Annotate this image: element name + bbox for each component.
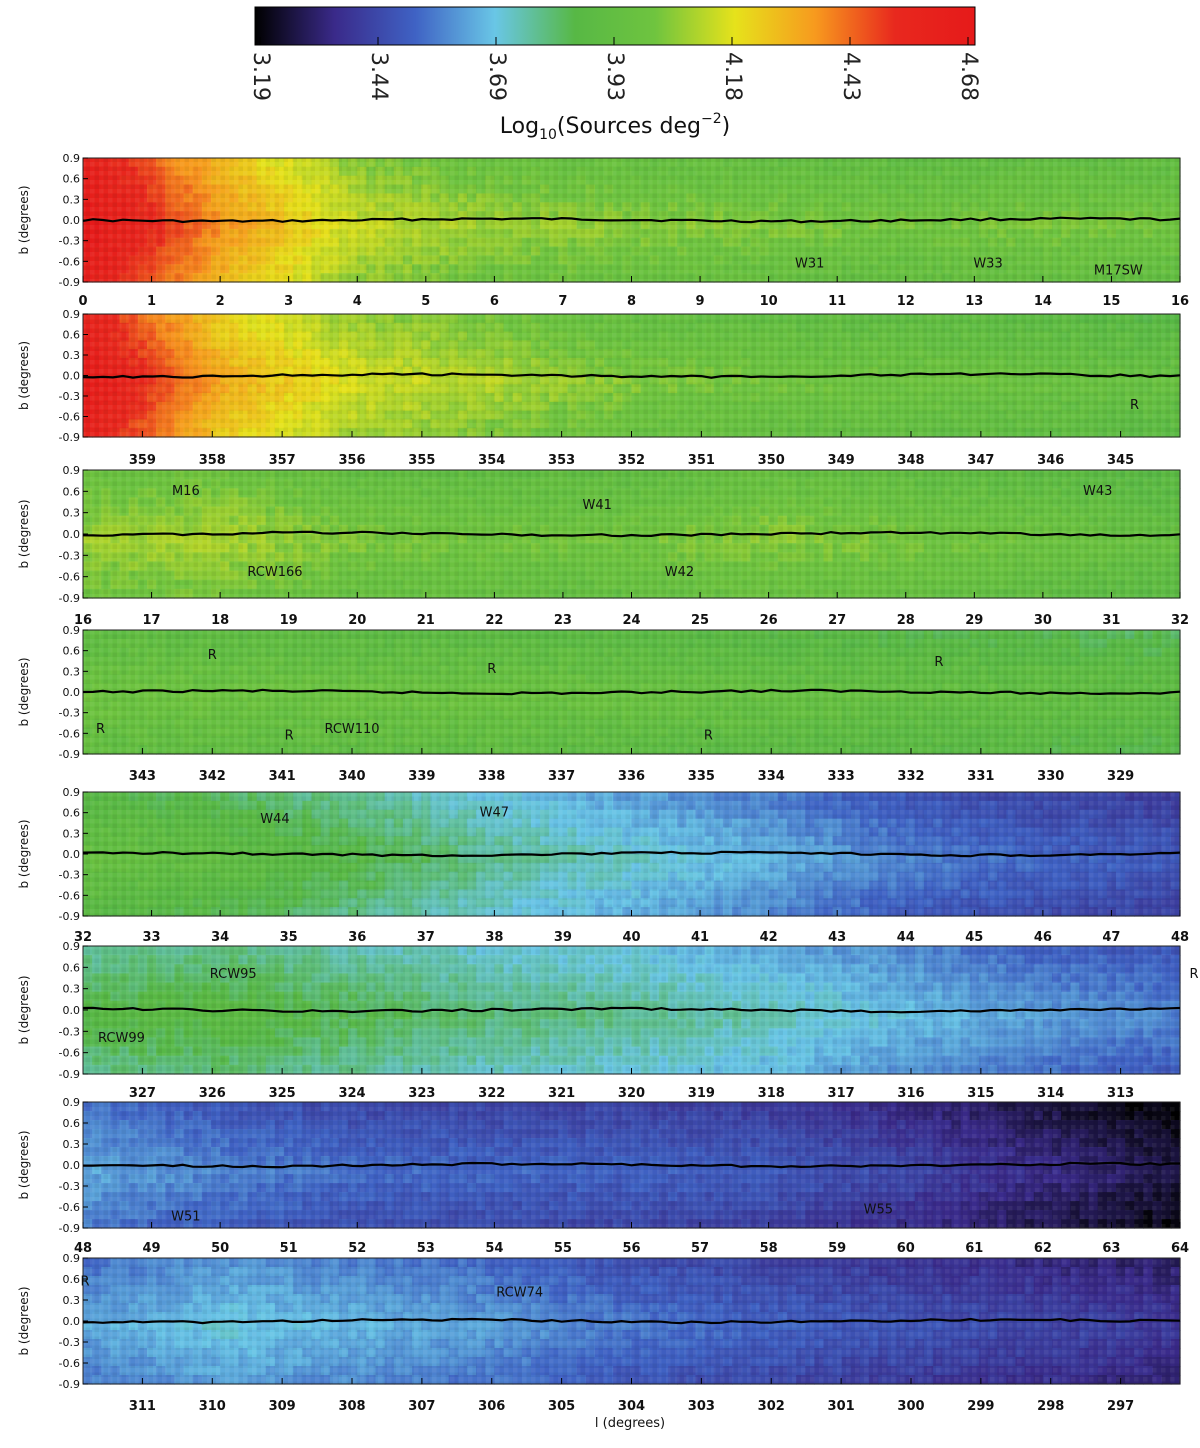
y-axis-label: b (degrees) <box>17 185 31 254</box>
region-label: W33 <box>973 257 1002 272</box>
colorbar-tick-label: 4.18 <box>720 52 745 101</box>
y-tick-label: -0.9 <box>59 431 80 444</box>
y-tick-label: -0.6 <box>59 255 80 268</box>
x-tick-label: 15 <box>1102 294 1120 309</box>
colorbar-tick-label: 4.68 <box>956 52 981 101</box>
x-tick-label: 9 <box>696 294 705 309</box>
x-tick-label: 355 <box>408 453 435 468</box>
colorbar: 3.19 3.44 3.69 3.93 4.18 4.43 4.68 Log10(Sourc… <box>248 6 981 143</box>
region-label: M17SW <box>1094 264 1143 279</box>
x-tick-label: 350 <box>758 453 785 468</box>
x-tick-label: 354 <box>478 453 505 468</box>
y-tick-label: 0.0 <box>63 370 81 383</box>
colorbar-label: Log10(Sources deg−2) <box>500 111 730 143</box>
x-tick-label: 4 <box>353 294 362 309</box>
panels: 0.90.60.30.0-0.3-0.6-0.9b (degrees)0 1 2 3 4… <box>17 152 1199 1414</box>
y-tick-label: 0.9 <box>63 308 81 321</box>
colorbar-gradient <box>254 6 976 46</box>
x-tick-label: 356 <box>338 453 365 468</box>
x-tick-label: 8 <box>627 294 636 309</box>
panel-2: 0.9 0.6 0.3 0.0 -0.3 -0.6 -0.9 b (degrees) 359 35… <box>17 308 1181 468</box>
x-tick-label: 0 <box>78 294 87 309</box>
colorbar-tick-label: 3.93 <box>602 52 627 101</box>
y-tick-label: 0.3 <box>63 349 81 362</box>
x-tick-label: 351 <box>688 453 715 468</box>
region-label: W31 <box>795 257 824 272</box>
y-tick-label: 0.6 <box>63 173 81 186</box>
x-tick-label: 357 <box>269 453 296 468</box>
x-tick-label: 11 <box>828 294 846 309</box>
y-tick-label: -0.3 <box>59 235 80 248</box>
y-tick-label: -0.3 <box>59 390 80 403</box>
colorbar-tick-label: 3.44 <box>366 52 391 101</box>
y-tick-label: -0.6 <box>59 411 80 424</box>
y-tick-label: 0.0 <box>63 214 81 227</box>
x-tick-label: 346 <box>1037 453 1064 468</box>
colorbar-tick-label: 3.69 <box>484 52 509 101</box>
colorbar-ticks: 3.19 3.44 3.69 3.93 4.18 4.43 4.68 <box>248 37 981 101</box>
x-tick-label: 359 <box>129 453 156 468</box>
x-tick-label: 6 <box>490 294 499 309</box>
y-tick-label: -0.9 <box>59 276 80 289</box>
colorbar-tick-label: 3.19 <box>248 52 273 101</box>
x-tick-label: 14 <box>1034 294 1052 309</box>
galactic-plane-line <box>82 216 1181 224</box>
x-tick-label: 353 <box>548 453 575 468</box>
x-tick-label: 2 <box>216 294 225 309</box>
x-tick-label: 347 <box>967 453 994 468</box>
colorbar-tick-label: 4.43 <box>838 52 863 101</box>
x-tick-label: 349 <box>828 453 855 468</box>
x-tick-label: 5 <box>421 294 430 309</box>
x-tick-label: 10 <box>760 294 778 309</box>
y-tick-label: 0.6 <box>63 329 81 342</box>
x-tick-label: 345 <box>1107 453 1134 468</box>
x-tick-label: 3 <box>284 294 293 309</box>
x-tick-label: 352 <box>618 453 645 468</box>
x-tick-label: 7 <box>558 294 567 309</box>
panel-3: 0.90.60.30.0-0.3-0.6-0.9b (degrees)16 17 1… <box>17 464 1189 628</box>
region-label: R <box>1130 398 1139 413</box>
x-tick-label: 348 <box>897 453 924 468</box>
panel-1: 0.90.60.30.0-0.3-0.6-0.9b (degrees)0 1 2 3 4… <box>17 152 1189 309</box>
x-tick-label: 1 <box>147 294 156 309</box>
y-tick-label: 0.9 <box>63 152 81 165</box>
y-axis-label: b (degrees) <box>17 341 31 410</box>
x-tick-label: 16 <box>1171 294 1189 309</box>
x-tick-label: 12 <box>897 294 915 309</box>
x-tick-label: 358 <box>199 453 226 468</box>
y-tick-label: 0.3 <box>63 193 81 206</box>
x-tick-label: 13 <box>965 294 983 309</box>
